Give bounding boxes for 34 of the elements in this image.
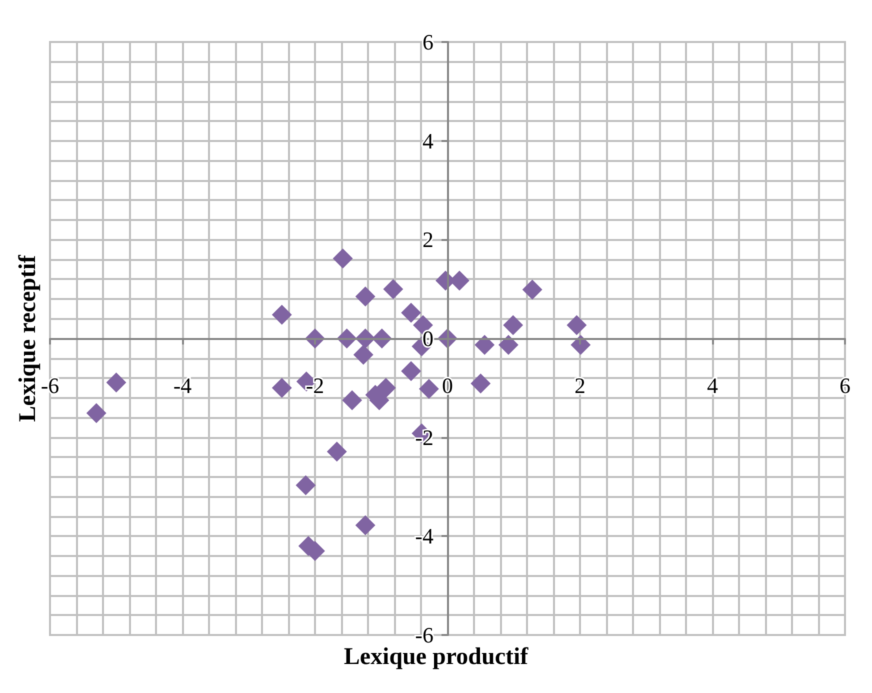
point xyxy=(296,475,316,496)
point xyxy=(342,390,362,410)
x-tick-label: -4 xyxy=(173,373,192,398)
y-tick-label: 6 xyxy=(422,30,434,54)
y-tick-label: -4 xyxy=(415,524,434,549)
point xyxy=(401,302,422,323)
point xyxy=(474,334,495,355)
point xyxy=(355,286,376,306)
point xyxy=(498,334,518,355)
point xyxy=(376,378,396,398)
point xyxy=(106,372,126,392)
y-axis-title: Lexique receptif xyxy=(15,254,41,422)
y-tick-label: 4 xyxy=(422,128,434,154)
point xyxy=(326,442,347,462)
point xyxy=(272,378,292,398)
x-tick-label: 4 xyxy=(707,373,718,398)
point xyxy=(86,403,106,424)
point xyxy=(401,361,422,382)
point xyxy=(355,515,376,536)
point xyxy=(353,344,374,365)
x-tick-label: 2 xyxy=(574,373,586,398)
point xyxy=(522,280,542,300)
point xyxy=(470,373,491,394)
x-tick-label: 6 xyxy=(840,373,850,398)
x-tick-label: -6 xyxy=(40,373,60,398)
point xyxy=(383,279,404,300)
x-tick-label: 0 xyxy=(442,373,453,398)
point xyxy=(418,378,439,399)
point xyxy=(503,315,524,336)
point xyxy=(570,334,591,355)
point xyxy=(272,304,292,325)
point xyxy=(566,315,587,336)
point xyxy=(332,248,353,268)
y-tick-label: 2 xyxy=(422,227,434,252)
